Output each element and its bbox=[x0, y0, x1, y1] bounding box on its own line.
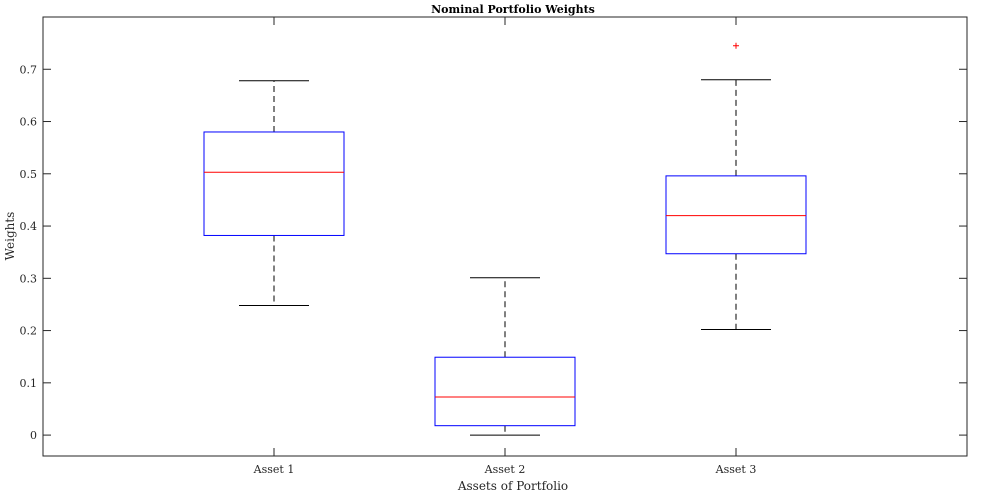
x-tick-label: Asset 2 bbox=[484, 463, 526, 476]
y-tick-label: 0.4 bbox=[20, 220, 38, 233]
x-axis-label: Assets of Portfolio bbox=[457, 479, 568, 493]
plot-area bbox=[42, 16, 968, 457]
y-tick-label: 0.1 bbox=[20, 377, 38, 390]
box-1 bbox=[203, 80, 345, 306]
x-tick-label: Asset 1 bbox=[253, 463, 295, 476]
y-tick-label: 0.6 bbox=[20, 116, 38, 129]
iqr-box bbox=[665, 175, 807, 255]
y-tick-label: 0.3 bbox=[20, 272, 38, 285]
y-tick-label: 0 bbox=[30, 429, 37, 442]
outlier-marker bbox=[733, 42, 739, 49]
axis-ticks: 0 0.1 0.2 0.3 0.4 0.5 0.6 0.7 Asset 1 Asset 2 Asse… bbox=[20, 17, 967, 476]
iqr-box bbox=[203, 131, 345, 236]
chart-title: Nominal Portfolio Weights bbox=[431, 3, 595, 16]
boxes-group bbox=[203, 42, 807, 436]
x-tick-label: Asset 3 bbox=[715, 463, 757, 476]
y-tick-label: 0.5 bbox=[20, 168, 38, 181]
box-2 bbox=[434, 277, 576, 436]
y-tick-label: 0.7 bbox=[20, 63, 38, 76]
y-axis-label: Weights bbox=[3, 212, 17, 261]
y-tick-label: 0.2 bbox=[20, 325, 38, 338]
iqr-box bbox=[434, 356, 576, 427]
box-3 bbox=[665, 42, 807, 331]
